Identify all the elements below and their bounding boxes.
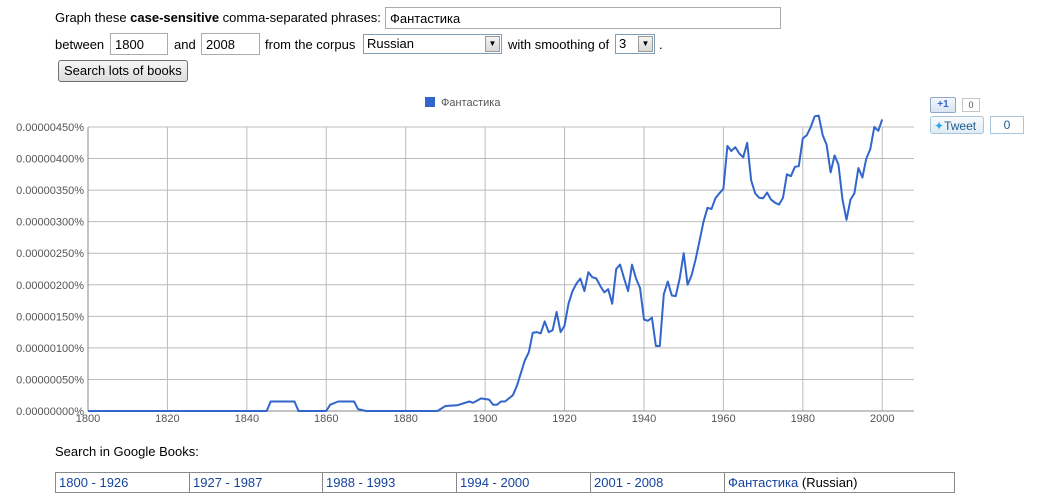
tweet-count: 0 <box>990 116 1024 134</box>
books-range-link[interactable]: 1800 - 1926 <box>59 475 129 490</box>
graph-prefix-text: Graph these <box>55 10 131 25</box>
dropdown-arrow-icon[interactable]: ▼ <box>485 36 500 52</box>
books-range-link[interactable]: 1994 - 2000 <box>460 475 530 490</box>
books-range-cell[interactable]: 1988 - 1993 <box>323 473 457 492</box>
books-range-table: 1800 - 1926 1927 - 1987 1988 - 1993 1994… <box>55 472 955 493</box>
case-sensitive-text: case-sensitive <box>130 10 220 25</box>
end-year-input[interactable] <box>201 33 260 55</box>
phrase-input[interactable] <box>385 7 781 29</box>
smoothing-select[interactable]: 3 ▼ <box>615 34 655 54</box>
and-label: and <box>174 37 196 52</box>
books-range-cell[interactable]: 1800 - 1926 <box>56 473 190 492</box>
books-range-link[interactable]: 2001 - 2008 <box>594 475 664 490</box>
books-range-link[interactable]: 1988 - 1993 <box>326 475 396 490</box>
y-axis: 0.00000000% 0.00000050% 0.00000100% 0.00000… <box>16 122 84 418</box>
y-tick-label: 0.00000450% <box>16 122 84 134</box>
search-books-button[interactable]: Search lots of books <box>58 60 188 82</box>
books-range-link[interactable]: 1927 - 1987 <box>193 475 263 490</box>
smoothing-selected-value: 3 <box>619 36 627 51</box>
tweet-button[interactable]: ✦Tweet <box>930 116 984 134</box>
start-year-input[interactable] <box>110 33 168 55</box>
graph-suffix-text: comma-separated phrases: <box>219 10 381 25</box>
plusone-button[interactable]: +1 <box>930 97 956 113</box>
graph-phrase-label: Graph these case-sensitive comma-separat… <box>55 10 381 26</box>
legend-swatch-fantastika <box>425 97 435 107</box>
search-google-books-heading: Search in Google Books: <box>55 444 199 459</box>
books-term-cell: Фантастика (Russian) <box>725 473 954 492</box>
corpus-selected-value: Russian <box>367 36 414 51</box>
x-tick-label: 1900 <box>473 413 497 425</box>
y-tick-label: 0.00000000% <box>16 406 84 418</box>
y-tick-label: 0.00000350% <box>16 185 84 197</box>
y-tick-label: 0.00000150% <box>16 311 84 323</box>
grid-layer <box>87 126 914 412</box>
series-line-fantastika <box>88 114 884 412</box>
plusone-count: 0 <box>962 98 980 112</box>
series-layer <box>88 114 884 412</box>
period-text: . <box>659 37 663 52</box>
corpus-label: from the corpus <box>265 37 356 52</box>
books-range-cell[interactable]: 2001 - 2008 <box>591 473 725 492</box>
legend: Фантастика <box>425 97 501 109</box>
x-tick-label: 1840 <box>235 413 259 425</box>
corpus-select[interactable]: Russian ▼ <box>363 34 502 54</box>
x-tick-label: 2000 <box>870 413 894 425</box>
x-tick-label: 1920 <box>552 413 576 425</box>
smoothing-label: with smoothing of <box>508 37 610 52</box>
y-tick-label: 0.00000300% <box>16 217 84 229</box>
legend-label-fantastika: Фантастика <box>441 97 501 109</box>
y-tick-label: 0.00000050% <box>16 374 84 386</box>
between-label: between <box>55 37 105 52</box>
ngram-chart: 0.00000000% 0.00000050% 0.00000100% 0.00000… <box>16 97 914 425</box>
x-tick-label: 1880 <box>393 413 417 425</box>
x-tick-label: 1860 <box>314 413 338 425</box>
x-tick-label: 1940 <box>632 413 656 425</box>
x-tick-label: 1960 <box>711 413 735 425</box>
x-tick-label: 1820 <box>155 413 179 425</box>
x-tick-label: 1800 <box>76 413 100 425</box>
y-tick-label: 0.00000250% <box>16 248 84 260</box>
y-tick-label: 0.00000100% <box>16 343 84 355</box>
x-axis: 1800 1820 1840 1860 1880 1900 1920 1940 1960 1980… <box>76 413 895 425</box>
books-range-cell[interactable]: 1994 - 2000 <box>457 473 591 492</box>
y-tick-label: 0.00000200% <box>16 280 84 292</box>
x-tick-label: 1980 <box>791 413 815 425</box>
books-range-cell[interactable]: 1927 - 1987 <box>190 473 323 492</box>
y-tick-label: 0.00000400% <box>16 154 84 166</box>
tweet-label: Tweet <box>944 119 977 133</box>
dropdown-arrow-icon[interactable]: ▼ <box>638 36 653 52</box>
books-term-link[interactable]: Фантастика <box>728 475 799 490</box>
bird-icon: ✦ <box>934 119 945 133</box>
books-term-suffix: (Russian) <box>798 475 858 490</box>
